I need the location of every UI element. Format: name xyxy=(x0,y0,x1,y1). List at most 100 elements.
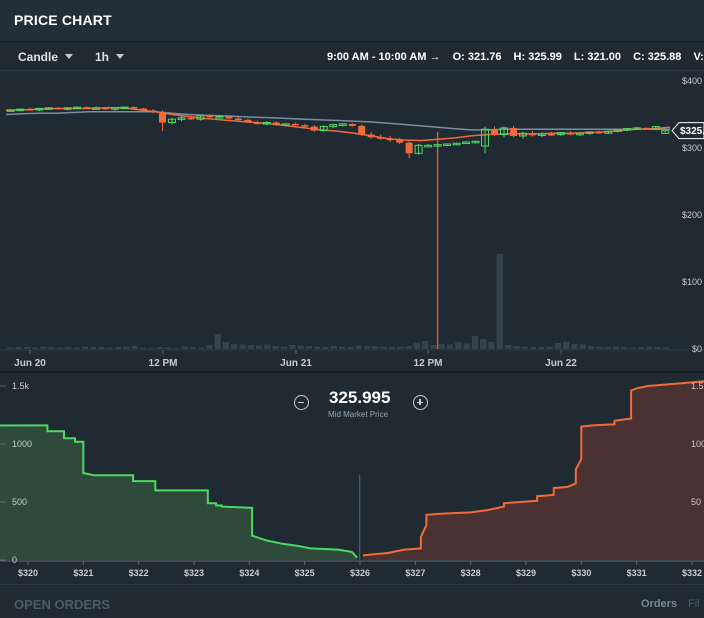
candle-body xyxy=(54,107,62,110)
volume-bar xyxy=(148,348,155,349)
volume-bar xyxy=(314,346,321,349)
interval-dropdown[interactable]: 1h xyxy=(95,50,125,64)
mid-market-value: 325.995 xyxy=(329,388,391,407)
zoom-out-button[interactable] xyxy=(294,395,309,410)
candle-body xyxy=(225,116,233,119)
depth-chart[interactable]: 0 500 1000 1.5k 50 100 1.5 $320 $321 $322 $323 $324… xyxy=(0,373,704,584)
candle-body xyxy=(433,144,442,147)
candle-body xyxy=(16,108,25,112)
candle-body xyxy=(367,134,375,138)
candle-body xyxy=(35,107,44,111)
candle-body xyxy=(140,108,148,111)
volume-bar xyxy=(588,346,595,349)
price-chart[interactable]: $0 $100 $200 $300 $400 Jun 20 12 PM Jun 21 12 PM… xyxy=(0,71,704,373)
volume-bar xyxy=(646,346,653,349)
candle-body xyxy=(452,142,461,146)
volume-bar xyxy=(23,347,30,349)
candle-body xyxy=(623,128,632,131)
candle-body xyxy=(595,131,603,134)
volume-bar xyxy=(496,254,503,349)
candle-body xyxy=(281,123,290,126)
candle-body xyxy=(386,138,394,141)
volume-bar xyxy=(247,345,254,349)
volume-bar xyxy=(123,346,130,349)
volume-bar xyxy=(73,347,80,349)
chart-type-label: Candle xyxy=(18,50,59,64)
candle-body xyxy=(253,122,261,125)
volume-bar xyxy=(505,345,512,349)
volume-bar xyxy=(173,348,180,349)
x-tick-label: $332 xyxy=(682,568,702,578)
candle-body xyxy=(83,107,91,109)
candle-body xyxy=(509,127,517,136)
volume-bar xyxy=(604,347,611,349)
y-tick-label: $200 xyxy=(682,210,702,220)
x-tick-label: Jun 22 xyxy=(545,358,577,369)
candle-body xyxy=(405,142,413,154)
candle-body xyxy=(651,126,660,130)
volume-bar xyxy=(480,339,487,349)
open-orders-title: OPEN ORDERS xyxy=(14,597,111,612)
candle-body xyxy=(528,133,536,136)
volume-bar xyxy=(81,346,88,349)
volume-bar xyxy=(339,346,346,349)
candle-body xyxy=(585,131,594,134)
last-price-marker: $325. xyxy=(671,122,704,140)
volume-bar xyxy=(7,347,14,349)
price-chart-header: PRICE CHART xyxy=(0,0,704,42)
candle-body xyxy=(310,126,318,131)
volume-bar xyxy=(612,346,620,349)
candle-body xyxy=(500,127,508,136)
volume-bar xyxy=(197,347,205,349)
volume-bar xyxy=(446,344,454,349)
volume-bar xyxy=(662,347,669,349)
y-tick-label: $300 xyxy=(682,143,702,153)
candle-body xyxy=(414,144,423,154)
y-tick-label: $400 xyxy=(682,76,702,86)
volume-bar xyxy=(430,345,437,349)
x-tick-label: $330 xyxy=(571,568,591,578)
ask-depth-line xyxy=(362,380,704,557)
volume-bar xyxy=(90,347,97,349)
volume-bar xyxy=(156,347,163,349)
last-price-badge xyxy=(671,122,704,140)
volume-bar xyxy=(322,347,329,349)
volume-bar xyxy=(131,346,138,349)
volume-bar xyxy=(214,334,221,349)
tab-fills[interactable]: Fil xyxy=(688,598,700,610)
zoom-in-button[interactable] xyxy=(413,395,428,410)
volume-bar xyxy=(413,343,420,349)
chevron-down-icon xyxy=(65,54,74,59)
candle-body xyxy=(26,109,34,111)
candle-body xyxy=(149,110,157,112)
volume-bar xyxy=(256,345,263,349)
x-tick-label: $320 xyxy=(18,568,38,578)
chart-type-dropdown[interactable]: Candle xyxy=(18,50,74,64)
candle-body xyxy=(642,127,650,130)
candle-body xyxy=(92,107,101,110)
volume-bar xyxy=(529,347,537,349)
volume-bar xyxy=(106,347,113,349)
volume-bar xyxy=(139,347,147,349)
volume-bar xyxy=(546,346,553,349)
volume-bar xyxy=(571,344,578,349)
volume-bar xyxy=(98,347,105,349)
candle-body xyxy=(168,118,176,124)
volume-bar xyxy=(272,346,279,349)
volume-bar xyxy=(297,345,304,349)
volume-bar xyxy=(355,345,362,349)
candle-body xyxy=(518,132,527,137)
volume-bar xyxy=(280,346,288,349)
volume-bar xyxy=(579,344,586,349)
y-tick-label-right: 50 xyxy=(691,497,701,507)
x-tick-label: Jun 21 xyxy=(280,358,312,369)
x-tick-label: $325 xyxy=(295,568,315,578)
volume-bar xyxy=(538,347,545,349)
candle-body xyxy=(44,107,53,110)
tab-orders[interactable]: Orders xyxy=(641,598,678,610)
volume-bar xyxy=(264,344,271,349)
ohlc-readout: 9:00 AM - 10:00 AM → O: 321.76 H: 325.99… xyxy=(327,51,704,63)
volume-bar xyxy=(372,346,379,349)
volume-bar xyxy=(189,347,196,349)
candle-body xyxy=(272,122,280,126)
